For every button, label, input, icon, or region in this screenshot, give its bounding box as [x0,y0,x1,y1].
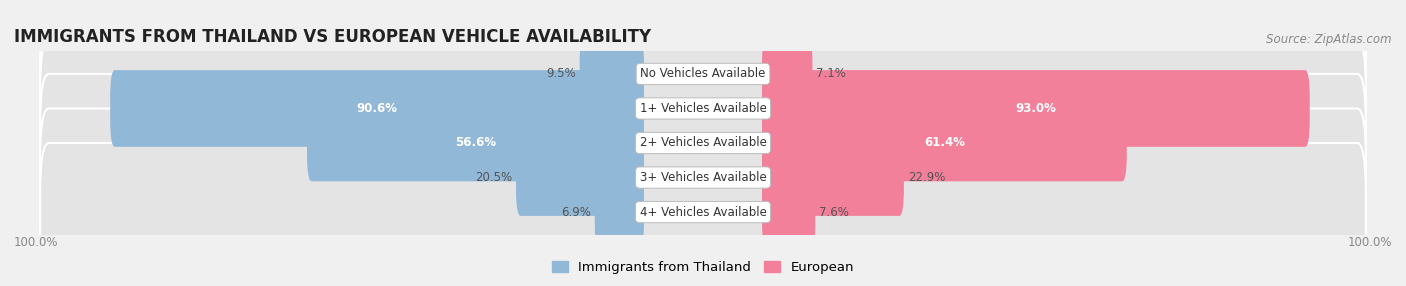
Text: 7.6%: 7.6% [820,206,849,219]
Text: 20.5%: 20.5% [475,171,512,184]
FancyBboxPatch shape [762,35,813,112]
Text: 6.9%: 6.9% [561,206,591,219]
FancyBboxPatch shape [762,70,1310,147]
Text: 93.0%: 93.0% [1015,102,1056,115]
Text: 3+ Vehicles Available: 3+ Vehicles Available [640,171,766,184]
FancyBboxPatch shape [41,39,1365,178]
Text: 1+ Vehicles Available: 1+ Vehicles Available [640,102,766,115]
Text: 90.6%: 90.6% [357,102,398,115]
Text: 4+ Vehicles Available: 4+ Vehicles Available [640,206,766,219]
FancyBboxPatch shape [41,108,1365,247]
FancyBboxPatch shape [41,74,1365,212]
Text: 9.5%: 9.5% [546,67,575,80]
Legend: Immigrants from Thailand, European: Immigrants from Thailand, European [547,256,859,279]
Text: Source: ZipAtlas.com: Source: ZipAtlas.com [1267,33,1392,46]
FancyBboxPatch shape [762,139,904,216]
Text: No Vehicles Available: No Vehicles Available [640,67,766,80]
Text: IMMIGRANTS FROM THAILAND VS EUROPEAN VEHICLE AVAILABILITY: IMMIGRANTS FROM THAILAND VS EUROPEAN VEH… [14,28,651,46]
FancyBboxPatch shape [579,35,644,112]
FancyBboxPatch shape [595,174,644,251]
FancyBboxPatch shape [41,143,1365,281]
Text: 56.6%: 56.6% [456,136,496,150]
Text: 61.4%: 61.4% [924,136,965,150]
FancyBboxPatch shape [762,174,815,251]
FancyBboxPatch shape [41,5,1365,143]
FancyBboxPatch shape [762,105,1126,181]
Text: 2+ Vehicles Available: 2+ Vehicles Available [640,136,766,150]
FancyBboxPatch shape [516,139,644,216]
FancyBboxPatch shape [307,105,644,181]
Text: 100.0%: 100.0% [14,236,59,249]
Text: 22.9%: 22.9% [908,171,945,184]
Text: 7.1%: 7.1% [817,67,846,80]
FancyBboxPatch shape [110,70,644,147]
Text: 100.0%: 100.0% [1347,236,1392,249]
